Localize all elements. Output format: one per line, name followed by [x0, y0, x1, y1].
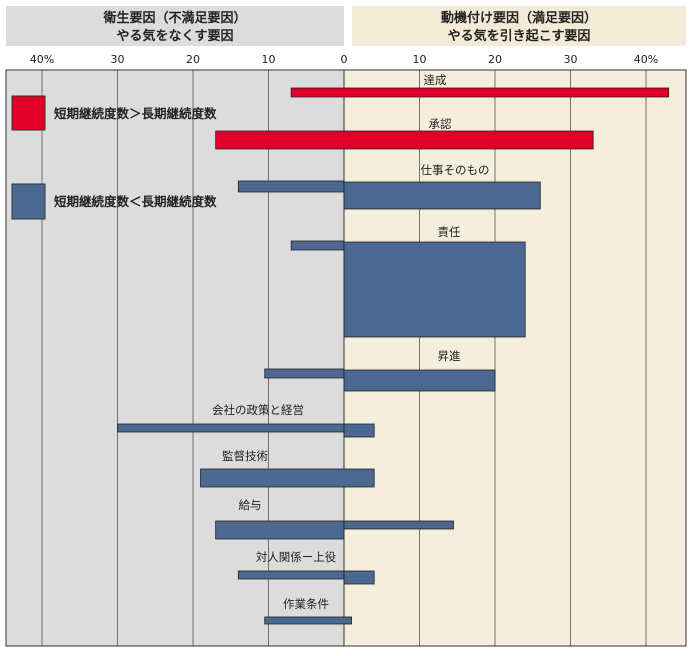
legend-label-blue: 短期継続度数＜長期継続度数	[54, 194, 217, 209]
bar-6-2	[343, 423, 375, 438]
category-label: 承認	[429, 117, 452, 131]
bar-6-1	[117, 423, 345, 433]
legend-swatch-blue	[11, 183, 46, 220]
bar-7-1	[200, 468, 375, 488]
bar-4-1	[290, 240, 345, 251]
header-left-bg	[6, 6, 344, 46]
category-label: 昇進	[438, 349, 461, 363]
gridlines	[41, 70, 647, 646]
bar-9-1	[237, 570, 345, 580]
x-tick-label-right: 0	[341, 53, 348, 66]
category-label: 責任	[438, 225, 461, 239]
category-label: 給与	[239, 498, 262, 512]
x-tick-label-left: 30	[111, 53, 125, 66]
category-label: 対人関係ー上役	[256, 550, 337, 564]
bar-2-1	[215, 130, 594, 150]
legend-swatch-red	[11, 95, 46, 131]
header-left-line1: 衛生要因（不満足要因）	[102, 10, 246, 26]
x-tick-label-right: 40%	[634, 53, 658, 66]
x-tick-label-left: 20	[186, 53, 200, 66]
header-left-line2: やる気をなくす要因	[116, 28, 233, 44]
tick-labels: 40% 30 20 10 0 10 20 30 40%	[30, 53, 658, 66]
plot-border	[5, 69, 687, 647]
plot-left-bg	[6, 70, 344, 646]
bar-9-2	[343, 570, 375, 585]
x-tick-label-right: 10	[413, 53, 427, 66]
bar-8-2	[343, 520, 454, 530]
x-tick-label-right: 30	[564, 53, 578, 66]
header-right-bg	[352, 6, 686, 46]
category-label: 監督技術	[222, 449, 268, 463]
category-label: 会社の政策と経営	[212, 403, 304, 417]
x-tick-label-left: 40%	[30, 53, 54, 66]
plot-right-bg	[344, 70, 686, 646]
bar-4-2	[343, 241, 526, 338]
bar-10-1	[264, 616, 352, 625]
category-label: 作業条件	[283, 597, 329, 611]
bar-8-1	[215, 520, 345, 540]
x-tick-label-right: 20	[488, 53, 502, 66]
bar-1-1	[290, 87, 670, 98]
bars	[117, 87, 670, 625]
bar-5-1	[264, 368, 345, 379]
header-right-line2: やる気を引き起こす要因	[448, 28, 591, 44]
category-label: 仕事そのもの	[421, 163, 490, 177]
x-tick-label-left: 10	[262, 53, 276, 66]
bar-3-2	[343, 181, 541, 210]
bar-5-2	[343, 369, 496, 392]
category-label: 達成	[424, 73, 447, 87]
bar-3-1	[237, 180, 345, 193]
header-right-line1: 動機付け要因（満足要因）	[441, 10, 597, 26]
legend-label-red: 短期継続度数＞長期継続度数	[54, 106, 217, 121]
